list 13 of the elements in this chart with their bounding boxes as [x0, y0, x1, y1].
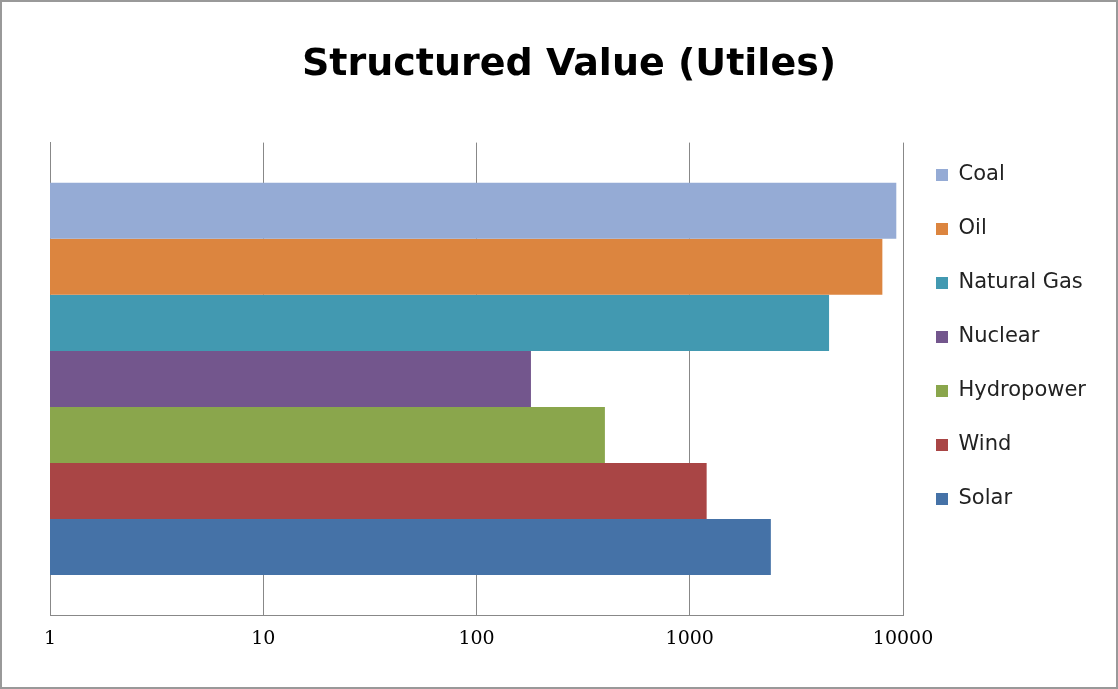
legend-label: Coal — [958, 161, 1005, 186]
x-tick-label: 10000 — [872, 625, 934, 648]
legend-label: Oil — [958, 215, 987, 240]
legend-label: Nuclear — [958, 323, 1040, 348]
x-tick-label: 10 — [251, 625, 276, 648]
legend-label: Hydropower — [958, 377, 1087, 402]
legend-label: Natural Gas — [958, 269, 1083, 294]
legend-label: Wind — [958, 431, 1012, 456]
x-tick-label: 1 — [43, 625, 57, 648]
chart-title: Structured Value (Utiles) — [301, 39, 837, 84]
x-tick-label: 1000 — [665, 625, 714, 648]
x-tick-label: 100 — [458, 625, 495, 648]
legend-label: Solar — [958, 485, 1013, 510]
